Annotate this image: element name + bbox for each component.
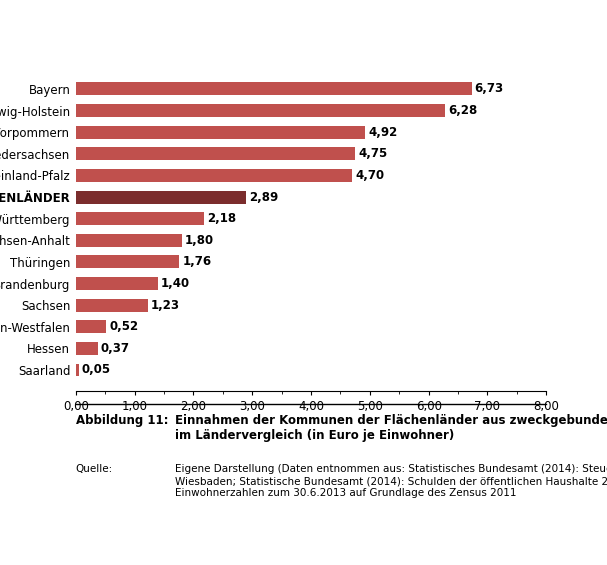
Bar [76,126,365,138]
Text: 0,37: 0,37 [101,342,129,355]
Bar [76,104,445,117]
Bar [76,147,355,160]
Bar [76,320,106,333]
Text: 6,73: 6,73 [475,82,504,95]
Bar [76,255,180,268]
Bar [76,277,158,290]
Bar [76,234,181,247]
Text: 6,28: 6,28 [448,104,477,117]
Bar [76,190,246,203]
Text: 2,18: 2,18 [207,212,236,225]
Text: 4,70: 4,70 [355,169,384,182]
Text: 0,05: 0,05 [82,363,111,376]
Text: 1,80: 1,80 [185,234,214,247]
Text: 2,89: 2,89 [249,190,278,203]
Bar [76,299,148,312]
Text: 0,52: 0,52 [109,320,138,333]
Text: 1,23: 1,23 [151,299,180,312]
Text: Quelle:: Quelle: [76,464,113,475]
Text: 1,76: 1,76 [182,255,211,268]
Text: Eigene Darstellung (Daten entnommen aus: Statistisches Bundesamt (2014): Steuerh: Eigene Darstellung (Daten entnommen aus:… [175,464,607,498]
Bar [76,82,472,95]
Text: Abbildung 11:: Abbildung 11: [76,414,168,427]
Text: 4,92: 4,92 [368,126,398,139]
Text: 1,40: 1,40 [161,277,190,290]
Bar [76,212,204,225]
Bar [76,363,79,376]
Text: 4,75: 4,75 [358,147,387,160]
Bar [76,342,98,355]
Text: Einnahmen der Kommunen der Flächenländer aus zweckgebundenen Abgaben 2013
im Län: Einnahmen der Kommunen der Flächenländer… [175,414,607,442]
Bar [76,169,352,182]
